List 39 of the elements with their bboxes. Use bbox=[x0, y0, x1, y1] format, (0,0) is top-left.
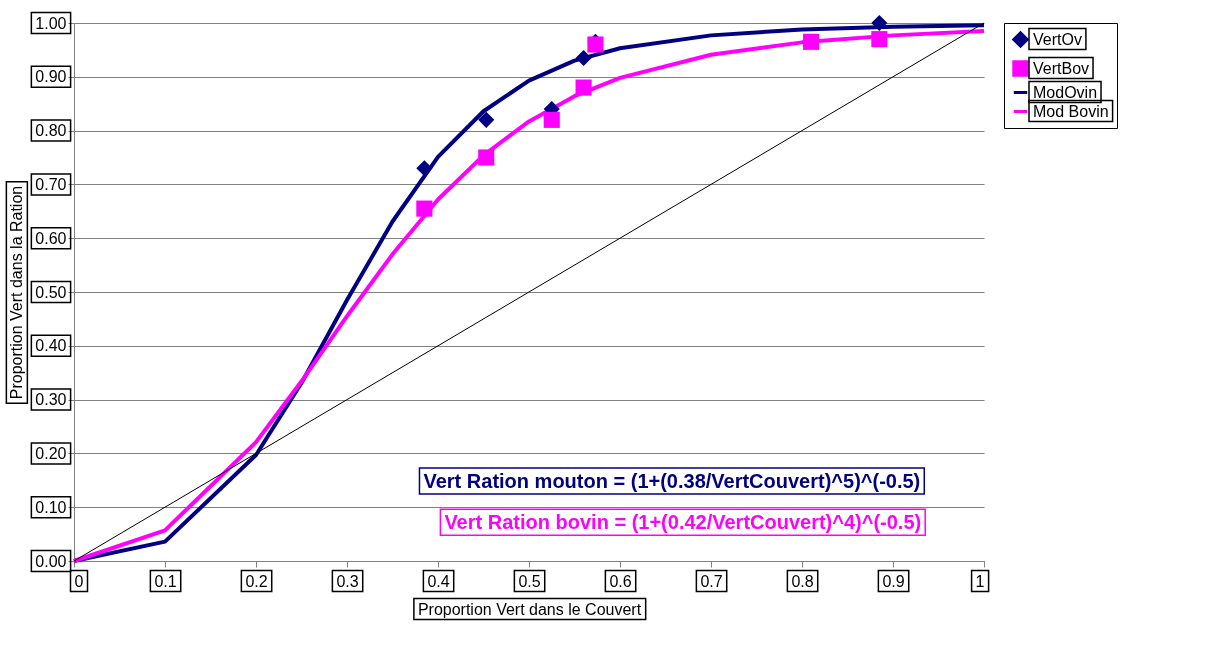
y-tick-label: 0.70 bbox=[35, 175, 67, 193]
y-tick-label: 0.40 bbox=[35, 337, 67, 355]
x-tick-label: 0.6 bbox=[609, 572, 632, 590]
annotation: Vert Ration bovin = (1+(0.42/VertCouvert)^4)^(-0.5) bbox=[444, 511, 922, 534]
point bbox=[416, 160, 433, 177]
y-tick-label: 0.00 bbox=[35, 552, 67, 570]
legend-label: VertOv bbox=[1033, 30, 1082, 48]
y-tick-label: 0.80 bbox=[35, 122, 67, 140]
point bbox=[803, 33, 820, 50]
y-tick-label: 0.50 bbox=[35, 283, 67, 301]
point bbox=[478, 111, 495, 128]
y-tick-label: 0.90 bbox=[35, 68, 67, 86]
x-tick-label: 0.3 bbox=[336, 572, 359, 590]
x-tick-label: 0.9 bbox=[882, 572, 905, 590]
x-tick-label: 1 bbox=[975, 572, 985, 590]
point bbox=[543, 111, 560, 128]
x-tick-label: 0 bbox=[74, 572, 84, 590]
point bbox=[871, 31, 888, 48]
x-tick-label: 0.1 bbox=[154, 572, 177, 590]
x-tick-label: 0.2 bbox=[245, 572, 268, 590]
point bbox=[478, 149, 495, 166]
legend-label: VertBov bbox=[1033, 59, 1090, 77]
x-tick-label: 0.4 bbox=[427, 572, 450, 590]
annotation: Vert Ration mouton = (1+(0.38/VertCouvert)^5)^(-0.5) bbox=[423, 469, 921, 492]
y-tick-label: 1.00 bbox=[35, 14, 67, 32]
point bbox=[575, 49, 592, 67]
point bbox=[416, 200, 433, 217]
point bbox=[575, 79, 592, 96]
y-tick-label: 0.10 bbox=[35, 498, 67, 516]
point bbox=[871, 14, 888, 32]
legend-label: ModOvin bbox=[1033, 83, 1098, 101]
x-axis-title: Proportion Vert dans le Couvert bbox=[417, 600, 642, 618]
x-tick-label: 0.5 bbox=[518, 572, 541, 590]
x-tick-label: 0.7 bbox=[700, 572, 723, 590]
y-tick-label: 0.60 bbox=[35, 229, 67, 247]
legend-label: Mod Bovin bbox=[1033, 102, 1109, 120]
y-tick-label: 0.30 bbox=[35, 391, 67, 409]
y-tick-label: 0.20 bbox=[35, 444, 67, 462]
x-tick-label: 0.8 bbox=[791, 572, 814, 590]
